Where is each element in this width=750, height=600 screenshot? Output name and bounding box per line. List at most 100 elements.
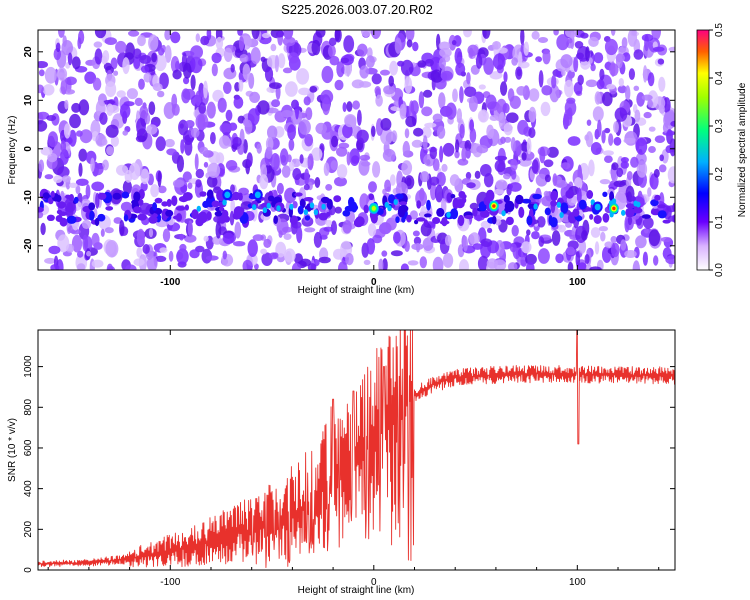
spectrogram-cell (296, 226, 303, 244)
spectrogram-cell (195, 90, 201, 107)
spectrogram-cell (283, 248, 296, 263)
spectrogram-cell (139, 202, 152, 215)
spectrogram-cell (287, 124, 296, 140)
spectrogram-cell (270, 153, 280, 171)
spectrogram-hotspot (612, 206, 616, 211)
spectrogram-band-cell (161, 201, 169, 207)
spectrogram-cell (621, 37, 628, 49)
spectrogram-cell (309, 86, 318, 93)
spectrogram-cell (69, 113, 81, 129)
spectrogram-cell (537, 216, 546, 228)
spectrogram-cell (411, 139, 423, 148)
spectrogram-cell (346, 101, 353, 112)
chart-title: S225.2026.003.07.20.R02 (281, 2, 433, 17)
spectrogram-cell (215, 36, 224, 50)
spectrogram-cell (567, 136, 581, 146)
spectrogram-cell (380, 127, 393, 145)
spectrogram-cell (633, 85, 640, 92)
spectrogram-band-cell (586, 190, 594, 199)
spectrogram-cell (223, 47, 233, 62)
spectrogram-cell (304, 133, 314, 147)
spectrogram-ytick-label: 20 (23, 46, 34, 58)
spectrogram-cell (275, 31, 285, 38)
spectrogram-cell (507, 88, 515, 102)
spectrogram-cell (50, 264, 60, 270)
spectrogram-cell (148, 101, 156, 115)
spectrogram-cell (158, 47, 165, 56)
spectrogram-cell (480, 238, 493, 247)
snr-frame (37, 329, 676, 571)
spectrogram-band-cell (333, 195, 342, 203)
spectrogram-cell (168, 250, 174, 262)
spectrogram-cell (430, 182, 437, 201)
colorbar-tick-label: 0.4 (714, 71, 725, 85)
spectrogram-cell (78, 162, 83, 177)
spectrogram-cell (665, 145, 673, 154)
spectrogram-cell (442, 142, 455, 157)
spectrogram-cell (325, 184, 333, 191)
spectrogram-speck (446, 211, 451, 218)
spectrogram-cell (610, 166, 619, 182)
spectrogram-cell (658, 76, 666, 92)
spectrogram-cell (105, 240, 119, 258)
spectrogram-cell (90, 157, 95, 173)
spectrogram-cell (589, 266, 602, 270)
spectrogram-band-cell (526, 215, 533, 226)
spectrogram-cell (371, 73, 382, 85)
spectrogram-cell (267, 125, 278, 140)
spectrogram-cell (356, 129, 369, 144)
spectrogram-cell (577, 262, 587, 270)
spectrogram-cell (38, 84, 44, 94)
snr-xlabel: Height of straight line (km) (298, 585, 415, 596)
spectrogram-cell (516, 86, 527, 96)
spectrogram-cell (616, 167, 624, 178)
colorbar-label: Normalized spectral amplitude (737, 82, 748, 217)
spectrogram-cell (588, 159, 595, 177)
spectrogram-cell (349, 148, 360, 167)
spectrogram-cell (363, 259, 371, 265)
spectrogram-cell (565, 30, 578, 38)
spectrogram-cell (132, 48, 142, 59)
spectrogram-cell (91, 259, 104, 268)
spectrogram-cell (462, 235, 468, 252)
spectrogram-speck (309, 202, 315, 209)
spectrogram-cell (148, 228, 154, 238)
spectrogram-cell (643, 111, 652, 119)
spectrogram-band-cell (560, 202, 569, 214)
spectrogram-cell (93, 41, 103, 48)
spectrogram-cell (459, 259, 469, 270)
spectrogram-cell (307, 153, 314, 171)
spectrogram-xlabel: Height of straight line (km) (298, 285, 415, 296)
spectrogram-cell (531, 30, 540, 40)
spectrogram-cell (543, 190, 550, 198)
spectrogram-cell (195, 33, 200, 43)
spectrogram-band-cell (303, 197, 314, 202)
spectrogram-cell (219, 123, 233, 134)
spectrogram-cell (526, 137, 532, 155)
spectrogram-band-cell (206, 189, 214, 199)
spectrogram-cell (659, 154, 664, 162)
spectrogram-cell (593, 52, 604, 64)
spectrogram-cell (647, 99, 653, 108)
spectrogram-cell (295, 101, 299, 120)
spectrogram-band-cell (485, 189, 495, 202)
spectrogram-cell (436, 125, 446, 139)
spectrogram-cell (233, 241, 246, 247)
spectrogram-cell (543, 159, 554, 168)
spectrogram-cell (138, 78, 145, 90)
spectrogram-cell (556, 34, 570, 51)
spectrogram-cell (482, 30, 491, 39)
spectrogram-cell (602, 150, 615, 156)
spectrogram-cell (541, 85, 553, 96)
spectrogram-cell (78, 99, 90, 116)
spectrogram-cell (424, 122, 437, 128)
spectrogram-cell (580, 32, 589, 39)
spectrogram-cell (299, 258, 312, 267)
spectrogram-cell (613, 121, 619, 133)
colorbar-ticks: 0.0 0.1 0.2 0.3 0.4 0.5 (709, 23, 725, 277)
spectrogram-cell (261, 32, 271, 39)
spectrogram-band-cell (355, 216, 365, 227)
spectrogram-cell (44, 257, 57, 264)
spectrogram-cell (586, 119, 592, 126)
